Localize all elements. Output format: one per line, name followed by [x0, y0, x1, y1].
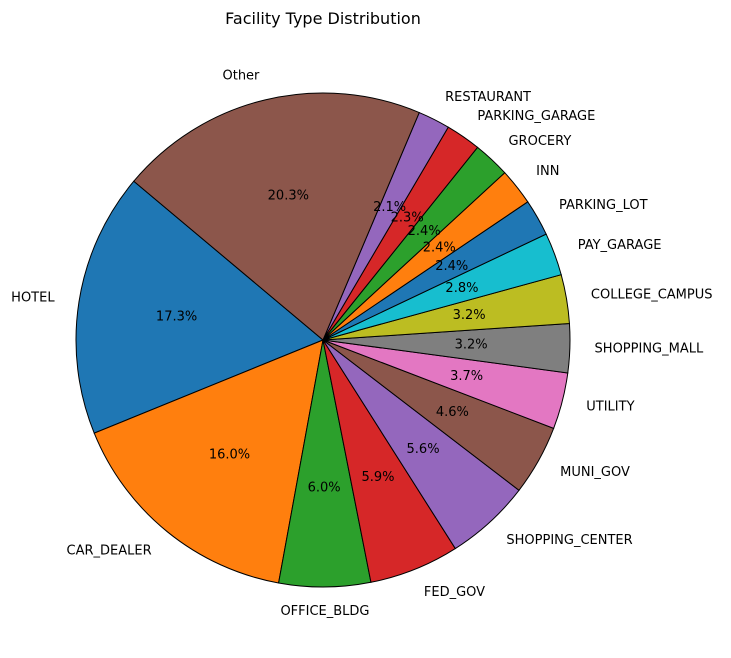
pie-category-label: PAY_GARAGE	[578, 238, 662, 253]
pie-category-label: OFFICE_BLDG	[280, 604, 369, 619]
pie-percent-label: 3.2%	[455, 337, 488, 352]
pie-percent-label: 2.4%	[423, 241, 456, 256]
pie-category-label: Other	[222, 68, 260, 83]
pie-category-label: COLLEGE_CAMPUS	[591, 287, 713, 302]
pie-percent-label: 6.0%	[308, 481, 341, 496]
pie-category-label: SHOPPING_MALL	[595, 342, 704, 357]
pie-category-label: PARKING_GARAGE	[477, 109, 595, 124]
pie-category-label: FED_GOV	[424, 585, 485, 600]
pie-category-label: GROCERY	[508, 134, 571, 149]
pie-percent-label: 3.7%	[450, 369, 483, 384]
pie-percent-label: 2.4%	[408, 224, 441, 239]
pie-percent-label: 2.3%	[391, 211, 424, 226]
pie-category-label: SHOPPING_CENTER	[506, 533, 632, 548]
pie-percent-label: 16.0%	[209, 448, 250, 463]
pie-percent-label: 2.1%	[373, 200, 406, 215]
pie-percent-label: 20.3%	[268, 188, 309, 203]
pie-category-label: PARKING_LOT	[559, 198, 648, 213]
pie-percent-label: 17.3%	[156, 310, 197, 325]
pie-category-labels: HOTEL CAR_DEALER OFFICE_BLDG FED_GOV SHOPPIN…	[11, 68, 712, 619]
pie-percent-label: 3.2%	[453, 308, 486, 323]
pie-slice-hotel	[75, 180, 324, 434]
pie-percent-label: 2.4%	[435, 259, 468, 274]
pie-slices	[75, 92, 571, 588]
pie-slice-other	[133, 92, 420, 341]
pie-category-label: UTILITY	[586, 400, 634, 415]
pie-category-label: HOTEL	[11, 290, 55, 305]
pie-category-label: MUNI_GOV	[560, 465, 630, 480]
pie-percent-label: 5.9%	[362, 470, 395, 485]
pie-category-label: CAR_DEALER	[67, 543, 152, 558]
pie-percent-label: 5.6%	[407, 442, 440, 457]
pie-category-label: RESTAURANT	[445, 90, 531, 105]
chart-title: Facility Type Distribution	[225, 9, 421, 28]
pie-category-label: INN	[536, 164, 559, 179]
pie-percent-labels: 17.3% 16.0% 6.0% 5.9% 5.6% 4.6% 3.7% 3.2% 3.2% 2.…	[156, 188, 488, 495]
pie-percent-label: 4.6%	[436, 405, 469, 420]
pie-percent-label: 2.8%	[445, 281, 478, 296]
pie-slice-car-dealer	[93, 339, 324, 584]
